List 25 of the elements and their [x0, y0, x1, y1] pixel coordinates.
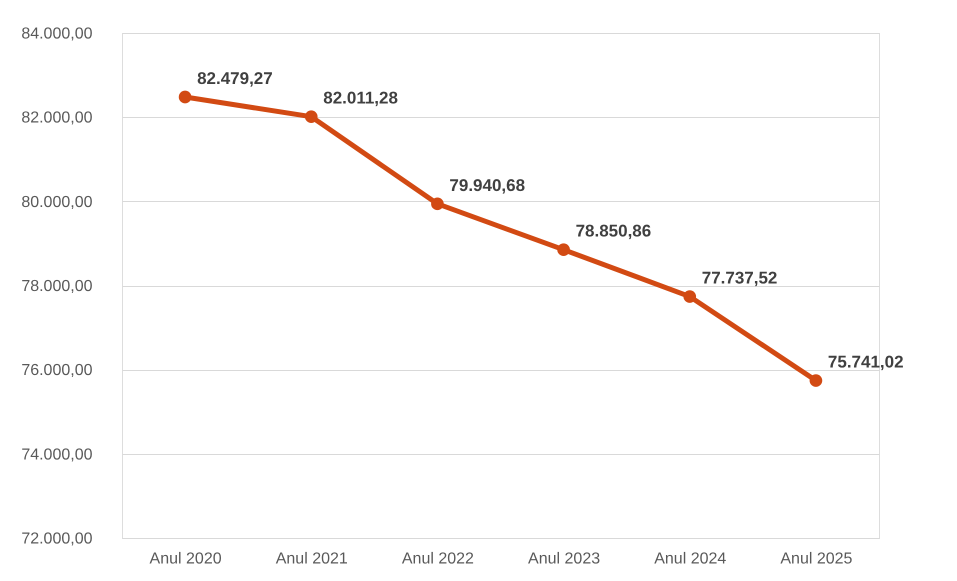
x-tick-label: Anul 2025 — [780, 550, 853, 568]
point — [683, 290, 696, 303]
point — [431, 198, 444, 210]
x-tick-label: Anul 2021 — [276, 550, 348, 568]
point — [304, 110, 318, 124]
y-tick-label: 84.000,00 — [21, 26, 93, 42]
y-tick-label: 78.000,00 — [21, 278, 93, 295]
y-tick-label: 80.000,00 — [21, 194, 93, 211]
data-label: 82.011,28 — [323, 88, 398, 108]
y-tick-label: 76.000,00 — [21, 362, 93, 380]
data-label: 82.479,27 — [197, 68, 273, 88]
data-label: 79.940,68 — [449, 176, 526, 195]
y-tick-label: 74.000,00 — [21, 446, 93, 464]
data-label: 78.850,86 — [576, 222, 652, 241]
point — [810, 374, 822, 387]
point — [178, 90, 192, 104]
x-tick-label: Anul 2024 — [654, 550, 726, 568]
data-label: 75.741,02 — [828, 352, 904, 372]
x-tick-label: Anul 2023 — [528, 550, 600, 568]
x-tick-label: Anul 2020 — [150, 550, 222, 568]
x-tick-label: Anul 2022 — [402, 550, 474, 568]
data-label: 77.737,52 — [702, 268, 778, 288]
y-tick-label: 72.000,00 — [21, 530, 93, 548]
point — [557, 243, 570, 256]
y-tick-label: 82.000,00 — [21, 110, 93, 127]
